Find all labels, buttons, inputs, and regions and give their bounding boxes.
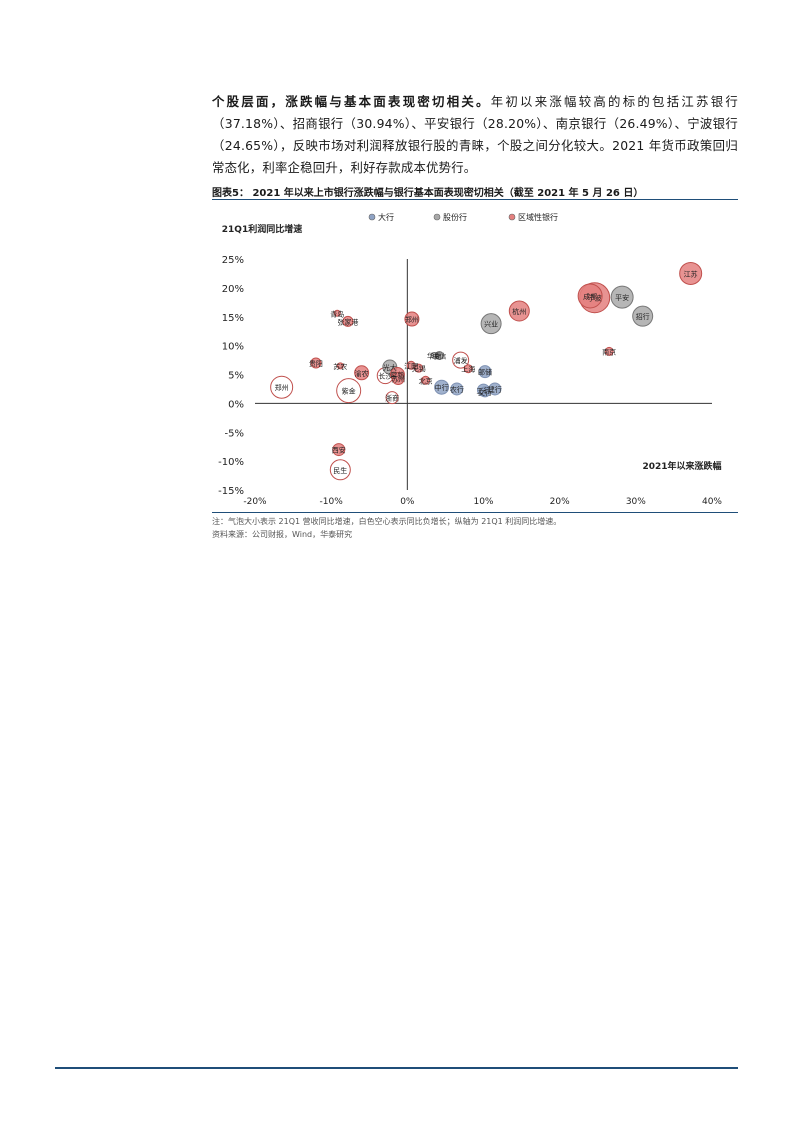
y-tick-label: 25% xyxy=(222,255,244,266)
y-tick-label: 0% xyxy=(228,399,244,410)
legend-marker xyxy=(433,213,441,221)
bubble-label: 青岛 xyxy=(330,309,344,318)
bubble-label: 张家港 xyxy=(337,317,358,326)
x-tick-label: 40% xyxy=(702,497,722,507)
bubble-label: 邮储 xyxy=(478,368,492,377)
y-tick-label: 20% xyxy=(222,284,244,295)
y-tick-label: 15% xyxy=(222,313,244,324)
bubble xyxy=(406,360,416,370)
x-tick-label: 0% xyxy=(400,497,415,507)
bubble-label: 渝农 xyxy=(355,369,369,378)
x-tick-label: 30% xyxy=(626,497,646,507)
bubble-label: 无锡 xyxy=(412,364,426,373)
bubble-label: 西安 xyxy=(332,446,346,455)
x-axis-title: 2021年以来涨跌幅 xyxy=(642,460,721,472)
paragraph-lead: 个股层面，涨跌幅与基本面表现密切相关。 xyxy=(212,94,491,109)
y-tick-label: 10% xyxy=(222,342,244,353)
bubble-label: 农行 xyxy=(450,385,464,394)
legend-marker xyxy=(368,213,376,221)
bubble xyxy=(270,375,294,399)
bubble-label: 南京 xyxy=(602,347,616,356)
legend-marker xyxy=(508,213,516,221)
bubble xyxy=(332,443,346,457)
legend-label: 大行 xyxy=(378,212,394,222)
bubble xyxy=(336,362,344,370)
bubble xyxy=(508,300,530,322)
x-tick-label: -10% xyxy=(320,497,344,507)
bubble-label: 长沙 xyxy=(378,372,392,381)
bubble-label: 建行 xyxy=(488,385,502,394)
bubble xyxy=(354,365,370,381)
bubble-label: 贵阳 xyxy=(309,359,323,368)
bubble-label: 江苏 xyxy=(684,269,698,278)
bubble xyxy=(391,372,405,386)
x-tick-label: -20% xyxy=(243,497,267,507)
x-tick-label: 20% xyxy=(550,497,570,507)
bubble-chart: 25% 20% 15% 10% 5% 0% -5% -10% -15%-20% -10% 0% 10%… xyxy=(218,212,722,507)
figure-note: 注：气泡大小表示 21Q1 营收同比增速，白色空心表示同比负增长；纵轴为 21Q… xyxy=(212,517,562,526)
figure-source: 资料来源：公司财报，Wind，华泰研究 xyxy=(212,530,353,539)
figure-bottom-rule xyxy=(212,512,738,513)
bubble xyxy=(577,283,603,309)
bubble-label: 工行 xyxy=(477,386,491,395)
footer-rule xyxy=(55,1067,738,1069)
bubble xyxy=(479,386,491,398)
bubble xyxy=(414,363,424,373)
y-tick-label: -10% xyxy=(218,457,244,468)
bubble xyxy=(480,313,502,335)
bubble-label: 常熟 xyxy=(390,371,404,380)
bubble-label: 苏农 xyxy=(333,362,347,371)
y-tick-label: -5% xyxy=(225,428,244,439)
bubble-label: 中行 xyxy=(435,383,449,392)
y-axis-title: 21Q1利润同比增速 xyxy=(222,223,302,235)
figure-top-rule xyxy=(212,199,738,200)
bubble-label: 平安 xyxy=(615,293,629,302)
bubble-label: 北京 xyxy=(419,376,433,385)
bubble xyxy=(450,382,464,396)
intro-paragraph: 个股层面，涨跌幅与基本面表现密切相关。年初以来涨幅较高的标的包括江苏银行（37.… xyxy=(212,91,738,179)
figure-title: 图表5： 2021 年以来上市银行涨跌幅与银行基本面表现密切相关（截至 2021… xyxy=(212,188,644,199)
bubble xyxy=(342,315,354,327)
bubble xyxy=(430,351,438,359)
bubble-label: 宁波 xyxy=(588,294,602,303)
bubble xyxy=(452,351,470,369)
bubble-label: 郑州 xyxy=(275,384,289,392)
bubble-label: 光大 xyxy=(383,363,397,372)
bubble xyxy=(421,375,431,385)
bubble-label: 紫金 xyxy=(342,387,356,396)
bubble xyxy=(329,459,351,481)
y-tick-label: -15% xyxy=(218,486,244,497)
bubble xyxy=(385,391,399,405)
bubble xyxy=(463,364,473,374)
bubble xyxy=(610,285,634,309)
bubble-label: 郑州 xyxy=(405,316,419,324)
bubble-label: 苏州 xyxy=(391,375,405,384)
bubble xyxy=(336,378,362,404)
bubble-label: 浦发 xyxy=(454,356,468,365)
bubble-label: 中信 xyxy=(432,351,446,360)
bubble-label: 上海 xyxy=(461,365,475,374)
bubble-label: 民生 xyxy=(333,466,347,475)
bubble xyxy=(679,261,703,285)
bubble-label: 江阴 xyxy=(404,361,418,370)
bubble-label: 成都 xyxy=(583,292,597,301)
bubble xyxy=(434,379,450,395)
bubble-label: 杭州 xyxy=(512,307,526,316)
bubble-label: 浙商 xyxy=(385,394,399,403)
bubble xyxy=(632,305,654,327)
bubble xyxy=(333,309,341,317)
paragraph-body: 年初以来涨幅较高的标的包括江苏银行（37.18%）、招商银行（30.94%）、平… xyxy=(212,94,738,175)
bubble-label: 兴业 xyxy=(484,320,498,329)
bubble xyxy=(404,311,420,327)
bubble xyxy=(478,365,492,379)
bubble-label: 交行 xyxy=(478,388,492,397)
legend-label: 区域性银行 xyxy=(518,212,558,222)
bubble-label: 招行 xyxy=(636,312,650,321)
bubble-label: 华夏 xyxy=(427,351,441,360)
bubble xyxy=(310,357,322,369)
x-tick-label: 10% xyxy=(473,497,493,507)
y-tick-label: 5% xyxy=(228,371,244,382)
legend-label: 股份行 xyxy=(443,212,467,222)
bubble xyxy=(604,346,614,356)
